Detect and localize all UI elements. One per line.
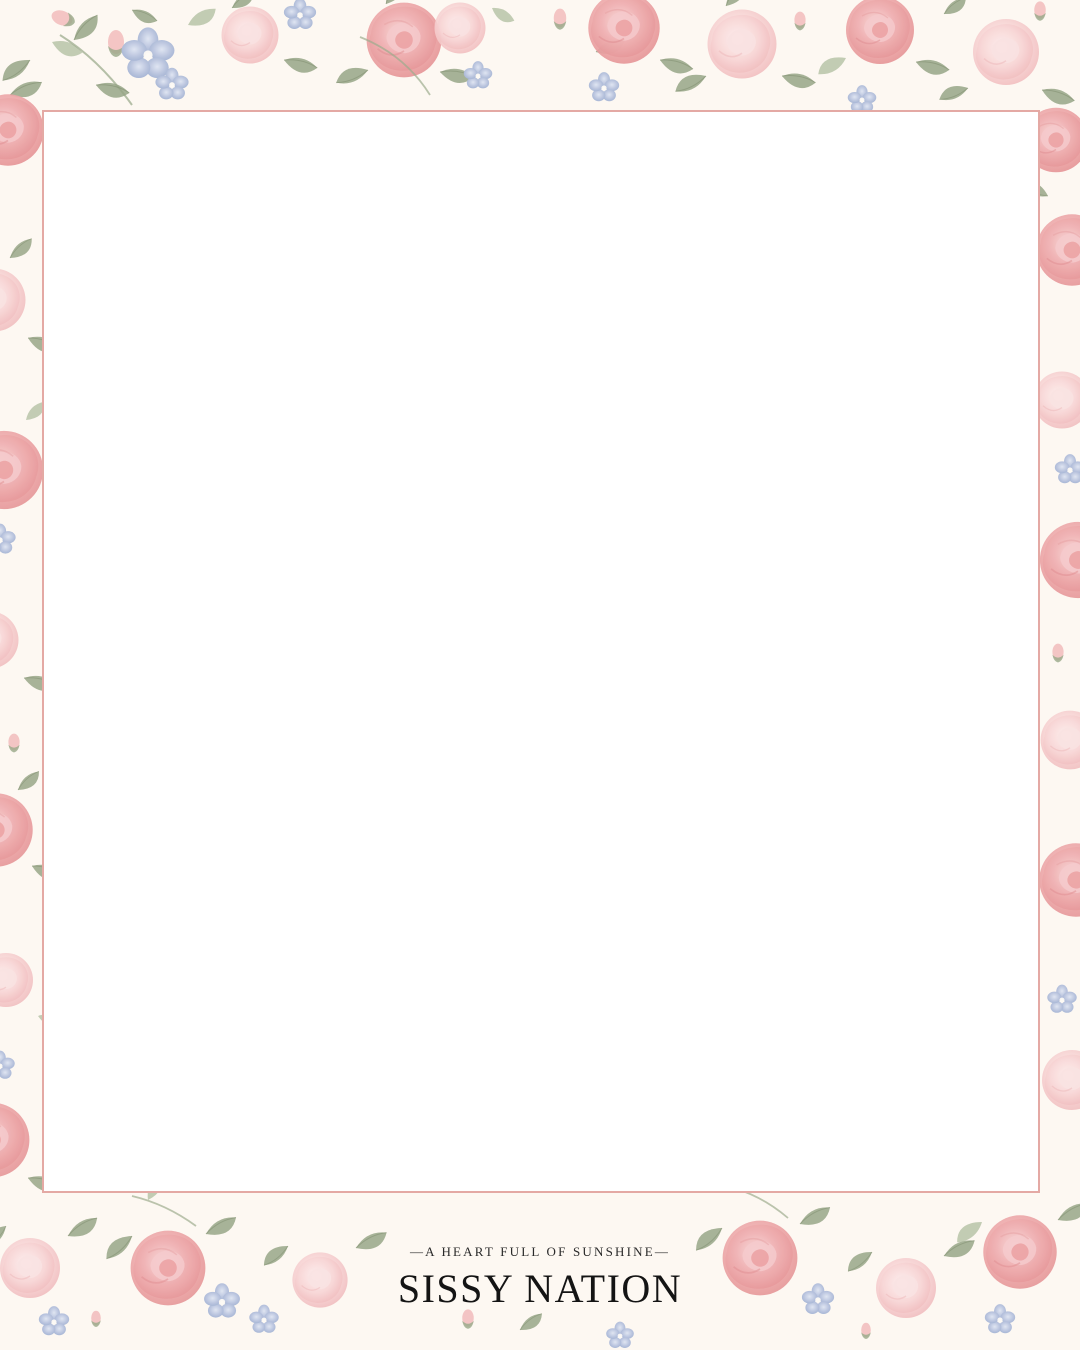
logo-tagline: —A HEART FULL OF SUNSHINE— bbox=[409, 1244, 671, 1259]
logo-name: SISSY NATION bbox=[397, 1266, 683, 1311]
brand-logo: —A HEART FULL OF SUNSHINE— SISSY NATION bbox=[0, 1244, 1080, 1312]
size-chart-card bbox=[42, 110, 1040, 1193]
